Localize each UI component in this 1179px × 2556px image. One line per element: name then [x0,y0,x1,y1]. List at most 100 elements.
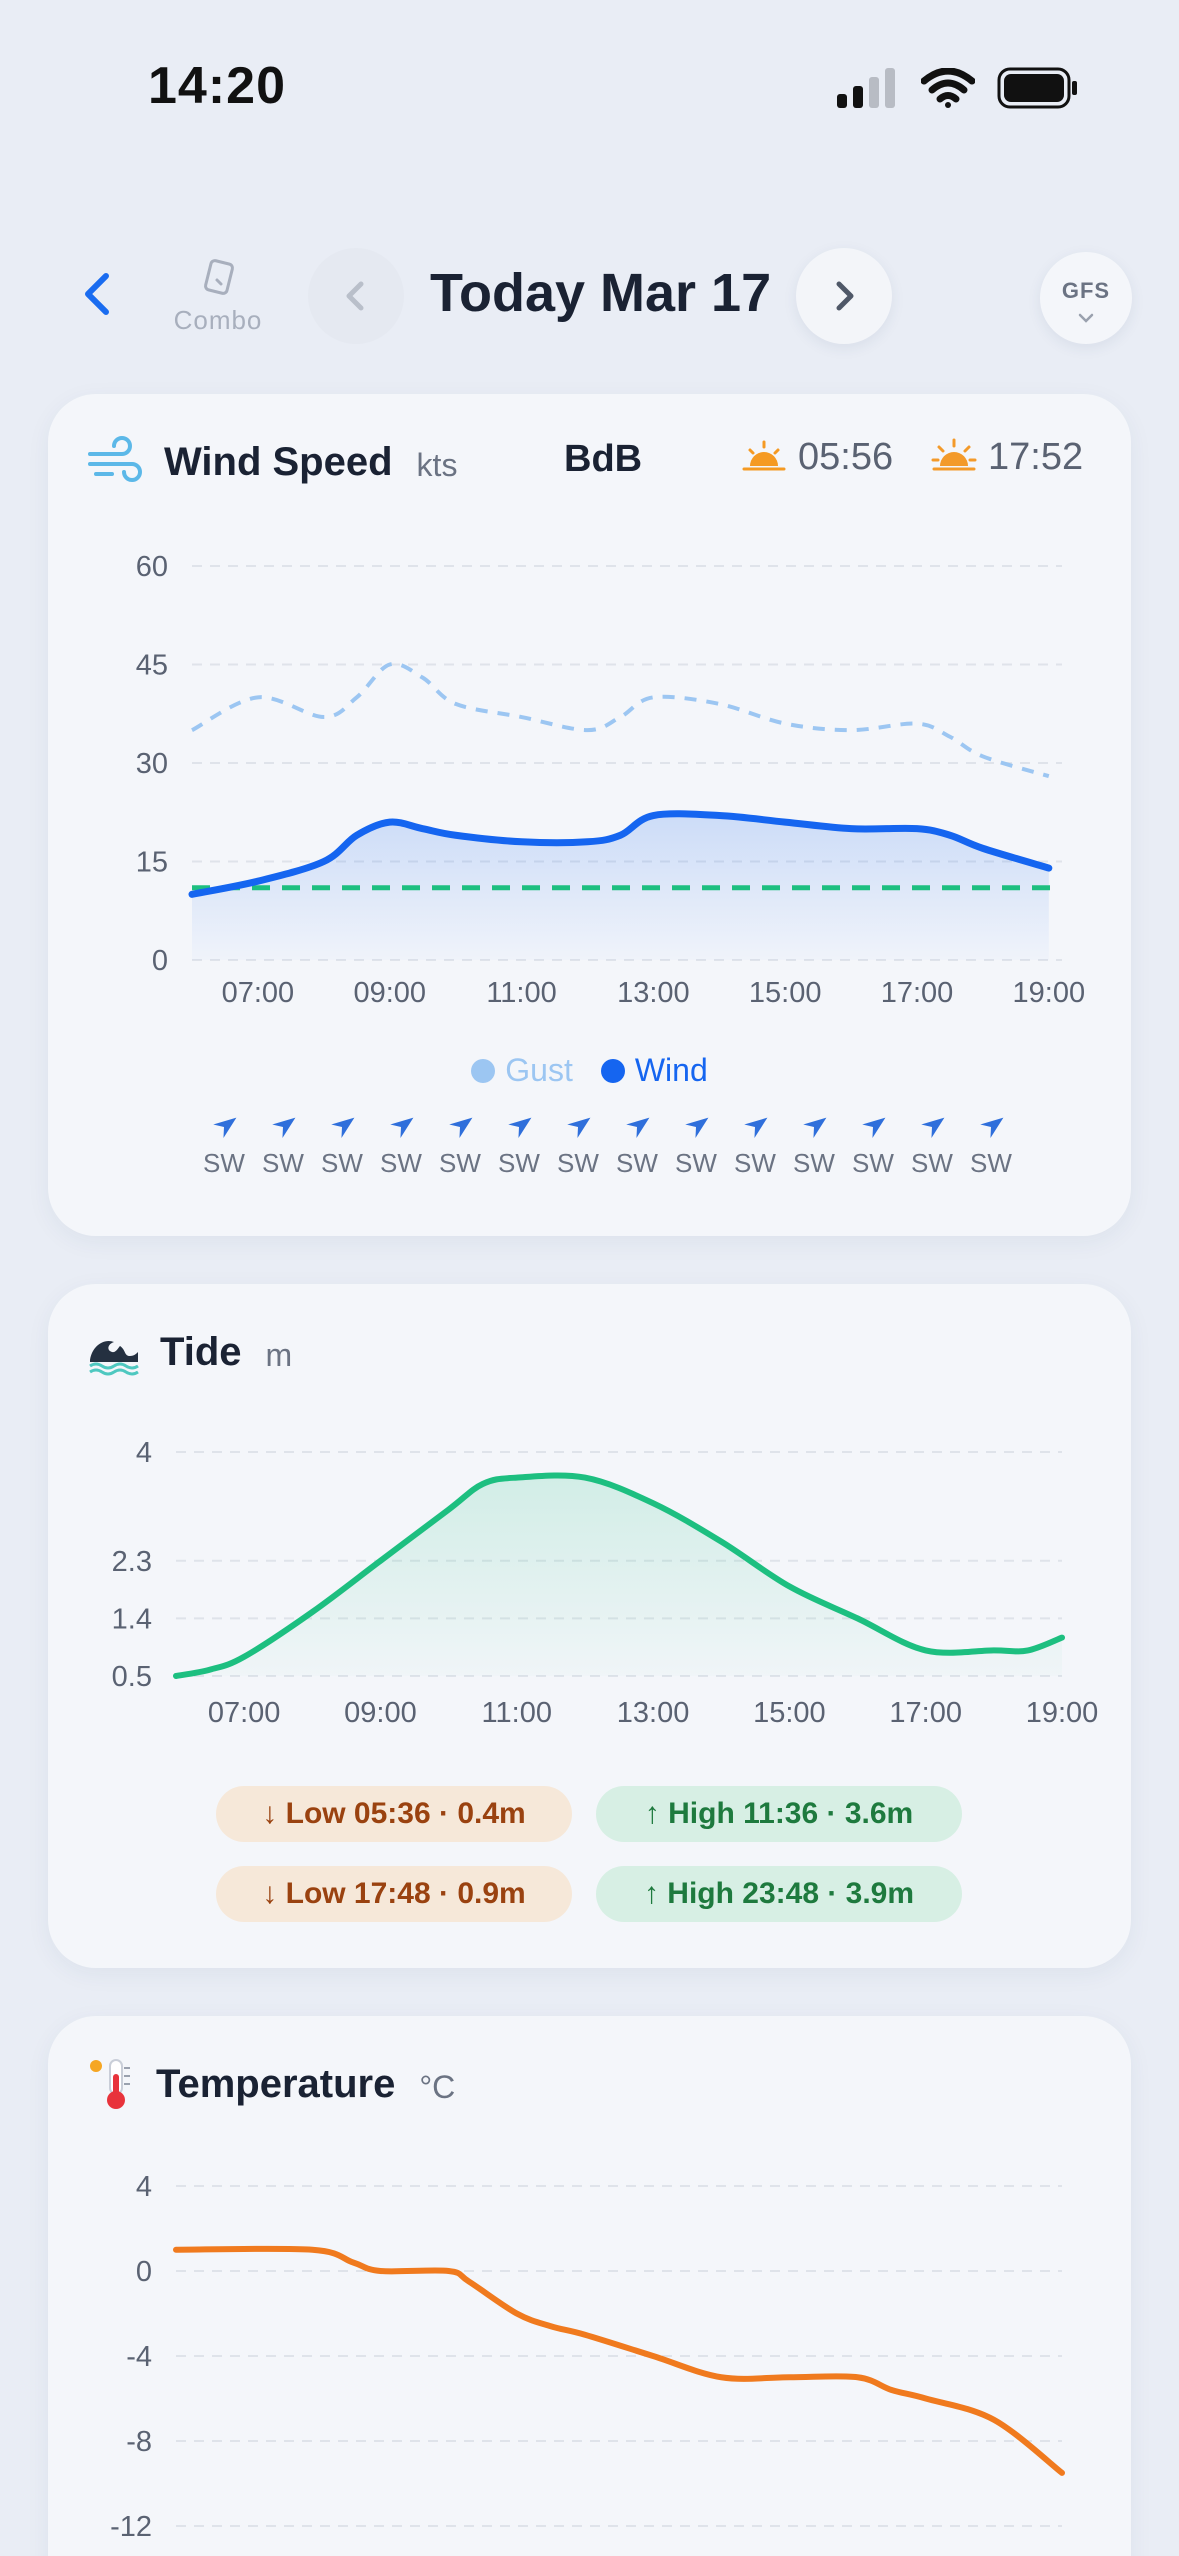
wind-chart: 0 15 30 45 60 07:00 09:00 11:00 13:00 15:00 17:00 1… [136,551,1086,1009]
wind-direction-item: SW [729,1112,781,1179]
wind-direction-label: SW [557,1148,599,1178]
wind-arrow-icon [213,1117,237,1139]
wind-x-tick: 17:00 [881,977,954,1009]
gust-series-line [191,661,1050,779]
wind-x-tick: 09:00 [353,977,426,1009]
tide-y-tick: 4 [136,1437,152,1469]
wind-arrow-icon [921,1117,945,1139]
back-button[interactable] [70,262,126,326]
wind-card-header: Wind Speed kts [86,432,457,492]
temperature-y-tick: 4 [136,2171,152,2203]
model-selector-button[interactable]: GFS [1040,252,1132,344]
tide-series-line [173,1472,1065,1679]
next-day-button[interactable] [796,248,892,344]
wind-x-tick: 11:00 [486,977,556,1009]
temperature-series-line [173,2245,1065,2476]
tide-area [176,1475,1062,1676]
tide-x-tick: 19:00 [1026,1697,1099,1729]
tide-y-tick: 2.3 [112,1546,152,1578]
chevron-left-icon [85,273,109,315]
cellular-signal-icon [837,68,895,108]
wind-arrow-icon [862,1117,886,1139]
wind-y-tick: 0 [152,945,168,977]
wind-y-tick: 15 [136,847,168,879]
temperature-y-tick: 0 [136,2256,152,2288]
temperature-card-header: Temperature °C [86,2054,455,2114]
temperature-card: Temperature °C 4 0 -4 -8 -12 [48,2016,1131,2556]
temperature-chart: 4 0 -4 -8 -12 [110,2171,1065,2543]
wind-direction-label: SW [793,1148,835,1178]
wind-direction-label: SW [498,1148,540,1178]
wind-arrow-icon [449,1117,473,1139]
wind-direction-label: SW [262,1148,304,1178]
wave-icon [89,1340,139,1376]
tide-title: Tide [160,1329,242,1374]
chevron-down-icon [1078,313,1094,323]
tide-x-tick: 15:00 [753,1697,826,1729]
combo-button[interactable]: Combo [168,258,268,336]
wind-direction-item: SW [906,1112,958,1179]
wind-x-tick: 19:00 [1013,977,1086,1009]
wind-title: Wind Speed [164,439,393,484]
wind-arrow-icon [567,1117,591,1139]
tide-x-tick: 07:00 [208,1697,281,1729]
tide-x-tick: 11:00 [482,1697,552,1729]
wind-direction-item: SW [434,1112,486,1179]
tide-x-tick: 09:00 [344,1697,417,1729]
gust-swatch [471,1058,496,1083]
temperature-unit: °C [419,2068,456,2105]
legend-gust[interactable]: Gust [471,1052,573,1089]
wifi-icon [921,68,975,108]
chevron-right-icon [836,281,854,311]
tide-extreme-low-1: ↓ Low 05:36 · 0.4m [216,1786,572,1842]
wind-y-tick: 30 [136,748,168,780]
tide-unit: m [265,1336,293,1373]
wind-arrow-icon [508,1117,532,1139]
tide-card-header: Tide m [86,1322,292,1382]
sunrise-time: 05:56 [798,436,894,478]
wind-direction-item: SW [788,1112,840,1179]
wind-direction-item: SW [611,1112,663,1179]
wind-arrow-icon [390,1117,414,1139]
wind-arrow-icon [803,1117,827,1139]
wind-x-tick: 15:00 [749,977,822,1009]
wind-direction-label: SW [852,1148,894,1178]
wind-direction-item: SW [670,1112,722,1179]
temperature-y-tick: -4 [126,2341,152,2373]
tide-extreme-high-1: ↑ High 11:36 · 3.6m [596,1786,962,1842]
wind-unit: kts [416,446,458,483]
tide-extreme-low-2: ↓ Low 17:48 · 0.9m [216,1866,572,1922]
wind-direction-item: SW [257,1112,309,1179]
wind-direction-row: SW SW SW SW SW SW SW SW SW SW SW SW SW SW [198,1112,1017,1179]
wind-direction-label: SW [911,1148,953,1178]
wind-card: Wind Speed kts BdB 05:56 17:52 [48,394,1131,1236]
previous-day-button[interactable] [308,248,404,344]
wind-direction-item: SW [552,1112,604,1179]
model-label: GFS [1061,278,1111,303]
sunset: 17:52 [930,436,1083,479]
wind-direction-label: SW [321,1148,363,1178]
tide-x-tick: 13:00 [617,1697,690,1729]
wind-direction-label: SW [380,1148,422,1178]
tide-x-tick: 17:00 [889,1697,962,1729]
wind-y-tick: 60 [136,551,168,583]
wind-legend: Gust Wind [48,1052,1131,1089]
tide-y-tick: 0.5 [112,1661,152,1693]
page-title: Today Mar 17 [430,263,772,323]
temperature-y-tick: -12 [110,2511,152,2543]
wind-direction-item: SW [965,1112,1017,1179]
legend-wind[interactable]: Wind [600,1052,708,1089]
wind-arrow-icon [331,1117,355,1139]
wind-y-tick: 45 [136,650,168,682]
wind-x-tick: 07:00 [222,977,295,1009]
legend-wind-label: Wind [634,1052,708,1088]
wind-direction-item: SW [375,1112,427,1179]
wind-direction-item: SW [847,1112,899,1179]
status-time: 14:20 [148,57,286,115]
wind-arrow-icon [685,1117,709,1139]
sunrise-icon [742,440,786,470]
tide-card: Tide m 0.5 1.4 2.3 4 07:00 09:00 11:00 13:00 15:… [48,1284,1131,1968]
date-nav-bar: Combo Today Mar 17 GFS [0,240,1179,350]
combo-icon [204,259,234,295]
tide-extreme-high-2: ↑ High 23:48 · 3.9m [596,1866,962,1922]
